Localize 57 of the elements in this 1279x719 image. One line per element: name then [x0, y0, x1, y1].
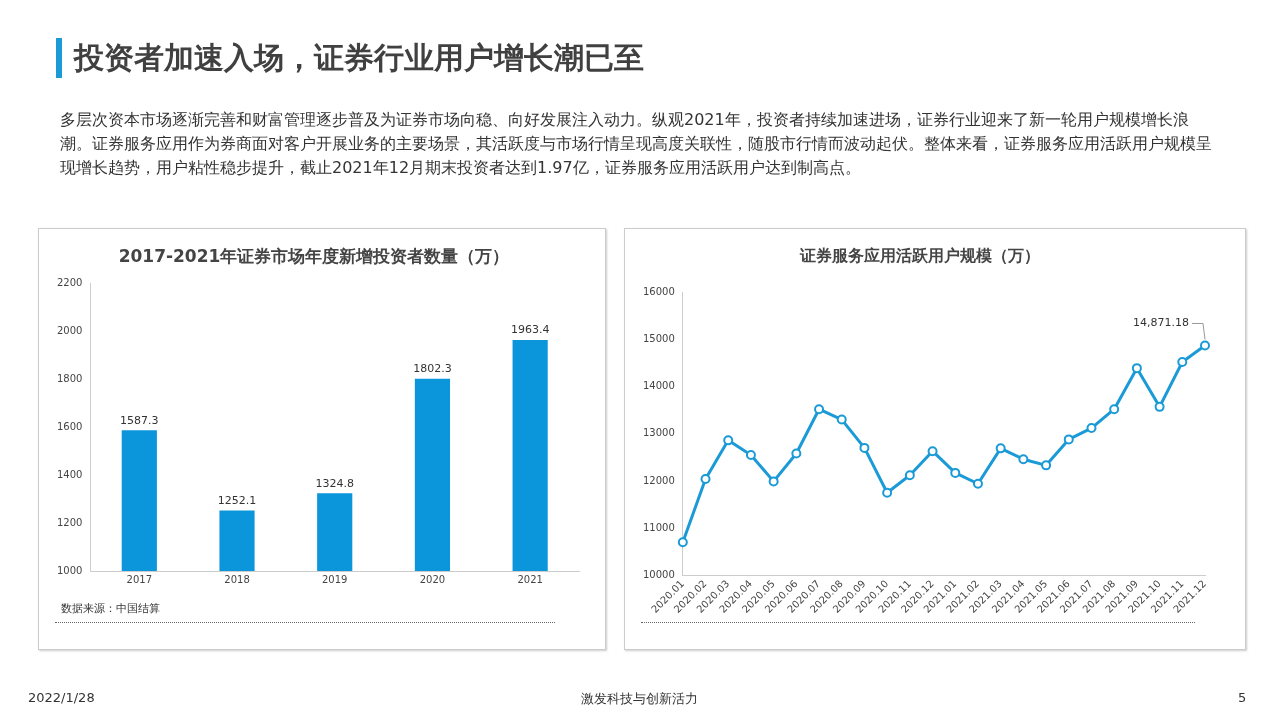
y-tick-label: 1800 — [57, 372, 83, 384]
point — [927, 446, 938, 457]
point — [700, 474, 711, 485]
data-label: 1252.1 — [217, 493, 257, 507]
data-label: 1587.3 — [120, 413, 159, 427]
data-label: 1324.8 — [315, 476, 354, 490]
point — [995, 443, 1006, 454]
point — [950, 467, 961, 478]
point — [904, 470, 915, 481]
point — [745, 449, 756, 460]
data-label: 14,871.18 — [1133, 316, 1189, 330]
y-tick-label: 11000 — [643, 521, 675, 533]
y-tick-label: 1200 — [57, 516, 83, 528]
point — [723, 435, 734, 446]
data-label: 1963.4 — [510, 323, 550, 337]
point — [859, 442, 870, 453]
text: 多层次资本市场逐渐完善和财富管理逐步普及为证券市场向稳、向好发展注入动力。纵观2021年，投资者持续加速进场，证券行业迎来了新一轮用户规模增长浪潮。证券服务应用作为券商面对客户开展业务的主要场景，其活跃度与市场行情呈现高度关联性，随股市行情而波动起伏。整体来看，证券服务应用活跃用户规模呈现增长趋势，用户粘性稳步提升，截止2021年12月期末投资者达到1.97亿，证券服务应用活跃用户达到制高点。 — [60, 109, 1213, 179]
point — [1041, 460, 1052, 471]
source-note: 数据来源：中国结算 — [61, 601, 160, 616]
data-label: 1802.3 — [413, 362, 452, 376]
point — [677, 537, 688, 548]
point — [1200, 340, 1210, 351]
y-tick-label: 10000 — [643, 568, 675, 580]
x-tick-label: 2020 — [419, 573, 446, 585]
text: 2022/1/28 — [28, 690, 95, 705]
point — [1063, 434, 1074, 445]
point — [1131, 363, 1142, 374]
point — [1018, 454, 1029, 465]
y-tick-label: 1600 — [57, 420, 83, 432]
point — [882, 487, 893, 498]
y-tick-label: 2000 — [57, 324, 83, 336]
point — [1086, 423, 1097, 434]
y-tick-label: 2200 — [57, 276, 83, 288]
point — [972, 478, 983, 489]
y-tick-label: 16000 — [643, 285, 675, 297]
y-tick-label: 1000 — [57, 564, 83, 576]
y-tick-label: 14000 — [643, 380, 675, 392]
text: 5 — [1238, 690, 1247, 705]
y-tick-label: 15000 — [643, 332, 675, 344]
point — [791, 448, 802, 459]
text: 投资者加速入场，证券行业用户增长潮已至 — [56, 38, 644, 78]
point — [1177, 357, 1188, 368]
x-tick-label: 2019 — [322, 573, 348, 585]
y-tick-label: 13000 — [643, 427, 675, 439]
point — [1109, 404, 1120, 415]
point — [814, 404, 825, 415]
text: 激发科技与创新活力 — [581, 691, 698, 706]
y-tick-label: 12000 — [643, 474, 675, 486]
y-tick-label: 1400 — [57, 468, 83, 480]
chart-title: 证券服务应用活跃用户规模（万） — [799, 245, 1040, 265]
point — [768, 476, 779, 487]
x-tick-label: 2018 — [224, 573, 250, 585]
point — [836, 414, 847, 425]
x-tick-label: 2021 — [517, 573, 543, 585]
chart-title: 2017-2021年证券市场年度新增投资者数量（万） — [118, 245, 510, 266]
x-tick-label: 2017 — [126, 573, 153, 585]
point — [1154, 401, 1165, 412]
